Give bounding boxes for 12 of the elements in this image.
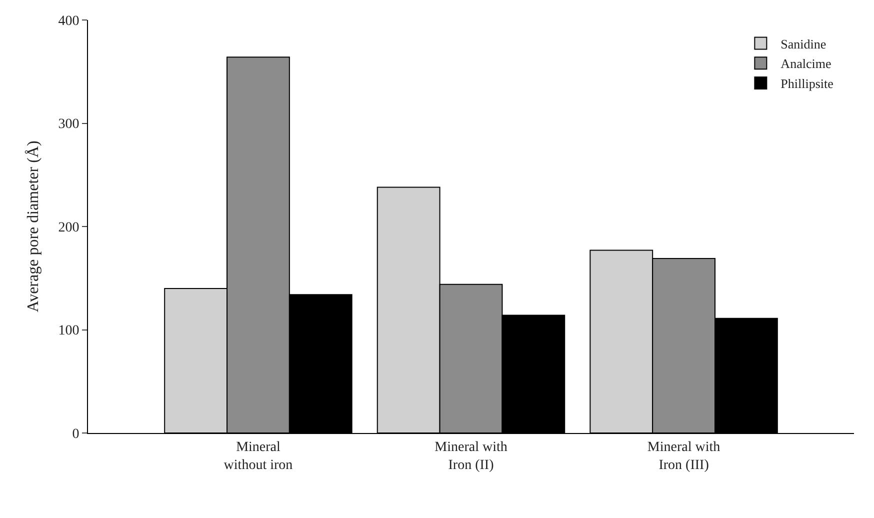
x-tick-label: Mineral with Iron (III) [647,440,720,473]
legend-label: Sanidine [780,36,826,52]
x-tick-label: Mineral with Iron (II) [434,440,508,473]
y-tick-label: 200 [58,220,80,236]
y-tick-label: 400 [58,14,80,29]
x-tick-label: Mineral without iron [224,440,293,473]
y-tick-label: 300 [58,117,80,132]
legend-label: Analcime [780,56,832,72]
y-axis-title: Average pore diameter (Å) [24,140,42,312]
y-tick-label: 100 [58,324,80,339]
y-tick-label: 0 [72,426,80,442]
legend-label: Phillipsite [780,76,834,92]
